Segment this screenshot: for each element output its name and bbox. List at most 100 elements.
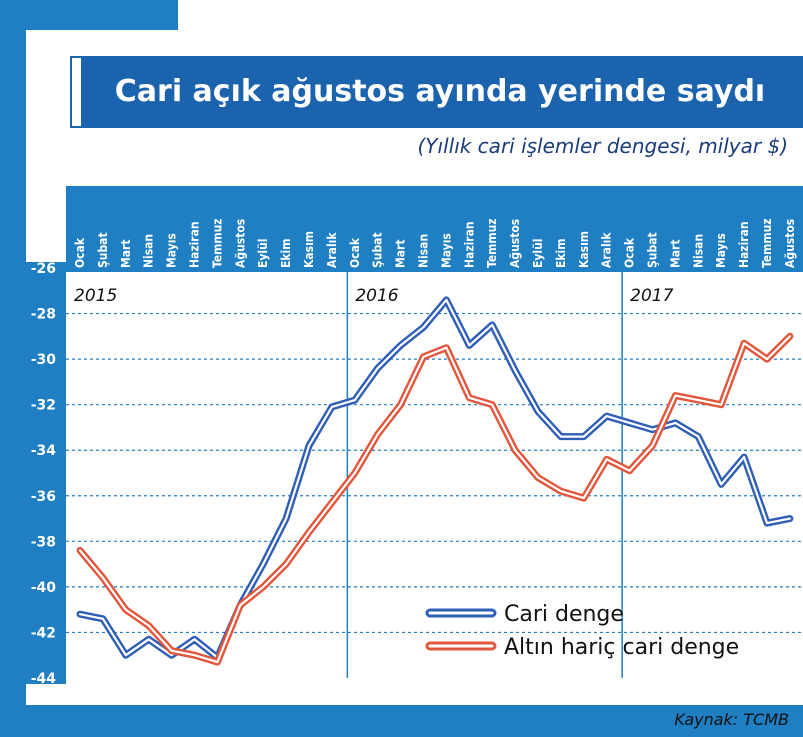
y-tick-label: -36 (31, 489, 56, 505)
data-point (720, 483, 722, 486)
data-point (697, 435, 700, 438)
data-point (766, 522, 768, 524)
data-point (583, 497, 585, 499)
data-point (193, 654, 196, 656)
month-label: Nisan (417, 234, 431, 268)
data-point (376, 367, 379, 370)
frame-top-tab (0, 0, 178, 30)
data-point (628, 469, 631, 472)
data-point (170, 654, 173, 656)
frame-left-bar (0, 0, 26, 737)
data-point (308, 444, 310, 447)
month-label-band (66, 186, 803, 272)
data-point (331, 406, 333, 408)
data-point (79, 613, 81, 615)
month-label: Haziran (737, 221, 751, 268)
data-point (514, 449, 516, 452)
year-labels: 2015 2016 2017 (74, 286, 674, 306)
data-point (262, 563, 265, 565)
data-point (605, 415, 608, 417)
y-tick-label: -32 (31, 398, 56, 414)
y-tick-label: -26 (31, 261, 56, 277)
data-point (468, 344, 471, 347)
data-point (720, 403, 722, 406)
month-label: Haziran (188, 221, 202, 268)
data-point (628, 422, 631, 424)
data-point (491, 324, 494, 326)
title-bar-accent (72, 58, 81, 126)
month-label: Aralık (325, 232, 339, 268)
chart-title: Cari açık ağustos ayında yerinde saydı (115, 74, 765, 109)
y-tick-label: -34 (31, 443, 57, 459)
data-point (743, 456, 745, 458)
chart-subtitle: (Yıllık cari işlemler dengesi, milyar $) (418, 134, 789, 158)
data-point (651, 444, 654, 447)
legend: Cari denge Altın hariç cari denge (425, 602, 739, 660)
data-point (354, 399, 356, 401)
month-label: Mayıs (439, 233, 453, 268)
year-label-2015: 2015 (74, 286, 117, 306)
y-axis-band (26, 262, 66, 684)
y-tick-label: -30 (31, 352, 57, 368)
data-point (651, 428, 654, 431)
y-tick-label: -44 (31, 671, 57, 687)
month-label: Eylül (531, 239, 545, 269)
year-label-2016: 2016 (355, 286, 398, 306)
data-point (79, 549, 81, 552)
month-label: Ağustos (508, 219, 522, 268)
month-label: Nisan (691, 234, 705, 268)
month-label: Temmuz (210, 218, 224, 268)
data-point (399, 344, 402, 347)
data-point (147, 624, 150, 627)
data-point (491, 403, 494, 406)
data-point (125, 654, 127, 656)
data-point (216, 661, 219, 663)
data-point (170, 649, 173, 652)
month-label: Şubat (371, 232, 385, 268)
y-tick-label: -40 (31, 580, 57, 596)
month-label: Kasım (302, 231, 316, 268)
month-label: Mart (119, 239, 133, 268)
data-point (193, 638, 196, 641)
data-point (537, 410, 539, 413)
data-point (789, 335, 791, 338)
month-label: Ocak (73, 237, 87, 268)
month-label: Mayıs (714, 233, 728, 268)
month-label: Mart (668, 239, 682, 268)
year-dividers (346, 272, 623, 678)
month-label: Aralık (600, 232, 614, 268)
month-label: Ekim (554, 238, 568, 268)
data-point (743, 342, 745, 345)
y-tick-label: -38 (31, 534, 56, 550)
title-bar (70, 56, 803, 128)
data-point (445, 346, 448, 349)
month-label: Ocak (348, 237, 362, 268)
data-point (308, 531, 310, 533)
data-point (560, 490, 562, 493)
legend-label-altin-haric: Altın hariç cari denge (504, 635, 739, 660)
data-point (445, 299, 448, 301)
month-label: Mart (394, 239, 408, 268)
year-label-2017: 2017 (630, 286, 673, 306)
data-point (697, 399, 700, 401)
month-label: Ağustos (233, 219, 247, 268)
series-line-highlight (78, 298, 791, 659)
month-label: Temmuz (760, 218, 774, 268)
data-point (147, 638, 150, 641)
data-point (376, 433, 379, 436)
series-layer (76, 296, 794, 666)
y-tick-label: -28 (31, 307, 56, 323)
data-point (674, 394, 677, 397)
data-point (331, 501, 333, 504)
source-note: Kaynak: TCMB (674, 710, 789, 729)
month-label: Mayıs (165, 233, 179, 268)
data-point (560, 435, 562, 438)
x-axis-month-labels: Ocak Şubat Mart Nisan Mayıs Haziran Temmuz Ağus… (73, 218, 797, 268)
frame-bottom-corner (26, 705, 56, 737)
y-axis-tick-labels: -26 -28 -30 -32 -34 -36 -38 -40 -42 -44 (31, 261, 57, 687)
month-label: Haziran (462, 221, 476, 268)
month-label: Temmuz (485, 218, 499, 268)
series-line-highlight (78, 335, 791, 664)
